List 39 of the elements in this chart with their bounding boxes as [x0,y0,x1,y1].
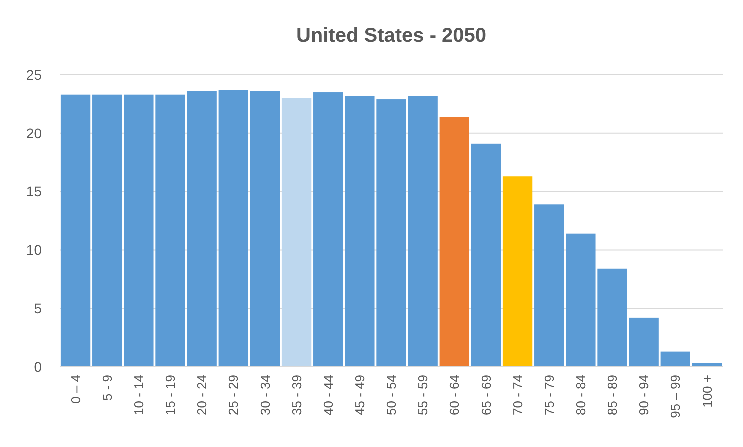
bar [218,90,248,367]
x-tick-label: 20 - 24 [194,375,210,416]
x-tick-label: 55 - 59 [416,375,431,416]
y-tick-label: 25 [26,66,42,83]
bar [282,98,312,367]
x-tick-label: 10 - 14 [131,375,146,416]
x-tick-label: 50 - 54 [384,375,400,416]
x-tick-label: 60 - 64 [447,375,462,416]
bar [660,352,690,367]
y-tick-label: 5 [34,300,42,316]
chart-title: United States - 2050 [296,25,487,47]
x-tick-label: 0 – 4 [68,375,84,404]
x-tick-label: 40 - 44 [320,375,336,416]
x-tick-label: 30 - 34 [258,375,273,416]
x-tick-label: 95 – 99 [668,375,684,418]
x-tick-label: 45 - 49 [352,375,368,416]
x-tick-label: 85 - 89 [605,375,620,416]
y-tick-label: 0 [34,358,42,375]
x-tick-label: 75 - 79 [542,375,557,416]
x-tick-label: 90 - 94 [636,375,652,416]
bar [314,92,344,367]
x-tick-label: 35 - 39 [289,375,304,416]
x-tick-label: 5 - 9 [100,375,115,402]
bar [471,144,502,367]
x-tick-label: 80 - 84 [573,375,588,416]
x-tick-label: 70 - 74 [510,375,526,416]
y-tick-label: 10 [26,242,42,258]
x-tick-label: 25 - 29 [226,375,242,416]
x-tick-label: 65 - 69 [478,375,494,416]
x-tick-label: 100 + [700,375,715,408]
bar [60,94,91,367]
bar [92,94,122,367]
bar [440,117,470,367]
bar [534,204,564,367]
bar [250,91,280,367]
bar [502,176,533,367]
y-tick-label: 15 [26,184,42,200]
x-tick-label: 15 - 19 [163,375,178,416]
y-tick-label: 20 [26,125,42,142]
